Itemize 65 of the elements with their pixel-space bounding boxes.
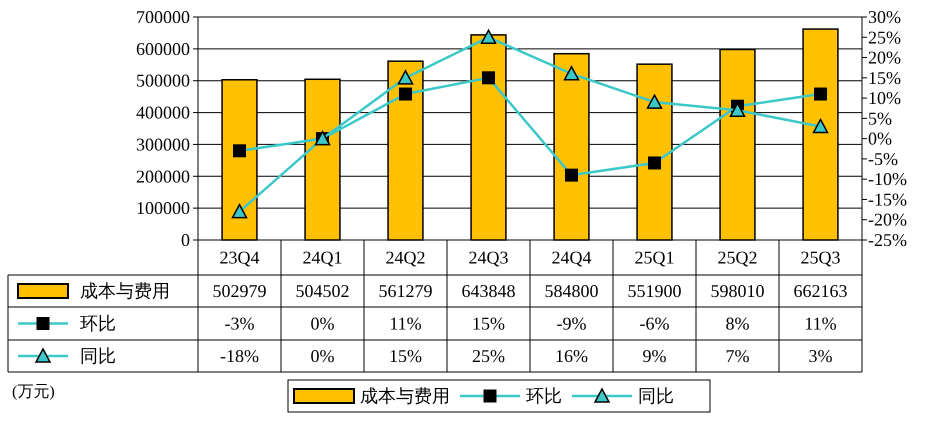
y-tick-label: 600000 (136, 38, 190, 59)
x-tick-label: 24Q2 (386, 248, 426, 268)
y-tick-label: 500000 (136, 70, 190, 91)
data-label: 11% (804, 314, 837, 334)
y2-tick-label: 0% (868, 128, 892, 149)
y-tick-label: 0 (181, 230, 190, 250)
text: 成本与费用 (360, 386, 450, 406)
data-label: 3% (808, 346, 832, 366)
point (398, 70, 414, 85)
data-label: 643848 (462, 281, 516, 301)
y2-tick-label: -15% (868, 189, 907, 210)
data-label: 504502 (296, 281, 350, 301)
text: 同比 (80, 346, 116, 366)
point (480, 30, 496, 44)
data-label: 25% (472, 346, 505, 366)
data-label: 9% (642, 346, 666, 366)
y2-tick-label: 30% (868, 7, 901, 27)
x-tick-label: 24Q4 (552, 248, 592, 268)
y2-tick-label: -10% (868, 169, 907, 190)
data-label: 7% (726, 346, 750, 366)
y-tick-label: 300000 (136, 134, 190, 154)
x-tick-label: 24Q1 (302, 248, 342, 268)
data-label: 8% (726, 314, 750, 334)
data-label: -6% (640, 314, 670, 334)
point (564, 66, 580, 81)
data-label: 584800 (544, 281, 598, 301)
data-label: 16% (555, 346, 588, 366)
y2-tick-label: 25% (868, 27, 901, 48)
y2-tick-label: -25% (868, 230, 907, 250)
data-label: 551900 (628, 281, 682, 301)
y-tick-label: 400000 (136, 102, 190, 123)
data-label: 11% (389, 314, 422, 334)
data-label: 15% (472, 314, 505, 334)
data-label: -3% (224, 314, 254, 334)
data-label: -9% (556, 314, 586, 334)
data-label: -18% (220, 346, 259, 366)
x-tick-label: 24Q3 (468, 248, 508, 268)
text: (万元) (12, 384, 55, 400)
y-tick-label: 200000 (136, 166, 190, 186)
point (646, 94, 662, 109)
text: 环比 (526, 386, 562, 406)
data-label: 0% (310, 346, 334, 366)
legend-label: 环比 (80, 314, 116, 334)
x-tick-label: 23Q4 (220, 248, 260, 268)
y2-tick-label: 5% (868, 108, 892, 128)
y2-tick-label: 20% (868, 48, 901, 68)
data-label: 15% (389, 346, 422, 366)
data-label: 0% (310, 314, 334, 334)
data-label: 561279 (378, 281, 432, 301)
data-label: 502979 (212, 281, 266, 301)
x-tick-label: 25Q1 (634, 248, 674, 268)
y2-tick-label: 15% (868, 68, 901, 88)
y-tick-label: 700000 (136, 7, 190, 27)
legend-label: 同比 (638, 386, 674, 406)
legend-label: 成本与费用 (80, 281, 170, 301)
x-tick-label: 25Q3 (800, 248, 840, 268)
data-label: 662163 (794, 281, 848, 301)
y2-tick-label: -20% (868, 210, 907, 230)
x-tick-label: 25Q2 (718, 248, 758, 268)
y-tick-label: 100000 (136, 198, 190, 218)
point (232, 204, 248, 218)
y2-tick-label: 10% (868, 88, 901, 108)
y2-tick-label: -5% (868, 148, 898, 169)
point (812, 118, 828, 134)
data-label: 598010 (710, 281, 764, 301)
